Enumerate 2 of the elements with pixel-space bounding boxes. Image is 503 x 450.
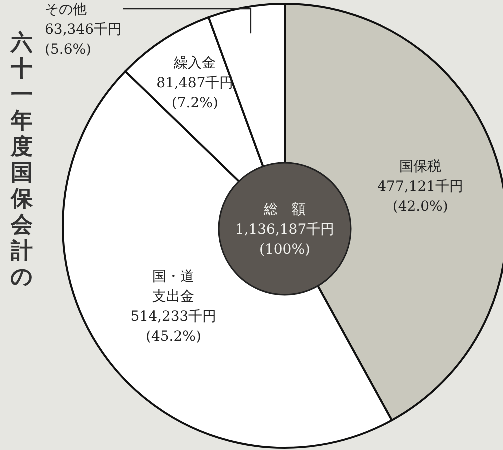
title: 六十一年度国保会計の xyxy=(10,31,34,290)
text: 総 額 1,136,187千円 (100%) xyxy=(235,202,335,258)
